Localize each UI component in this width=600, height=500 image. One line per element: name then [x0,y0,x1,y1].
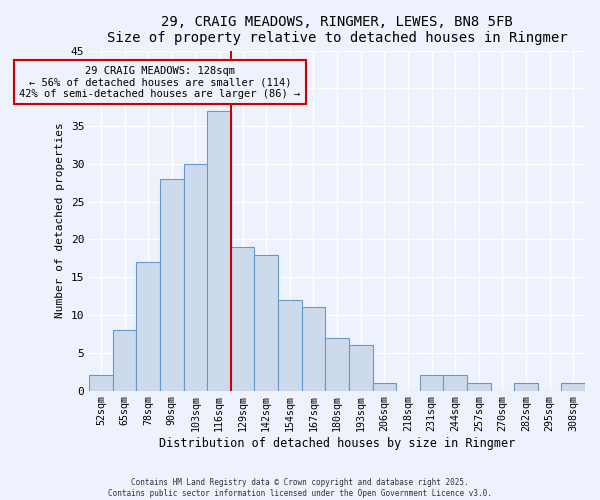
Bar [254,254,278,390]
X-axis label: Distribution of detached houses by size in Ringmer: Distribution of detached houses by size … [159,437,515,450]
Text: Contains HM Land Registry data © Crown copyright and database right 2025.
Contai: Contains HM Land Registry data © Crown c… [108,478,492,498]
Bar [113,330,136,390]
Text: 29 CRAIG MEADOWS: 128sqm
← 56% of detached houses are smaller (114)
42% of semi-: 29 CRAIG MEADOWS: 128sqm ← 56% of detach… [19,66,301,99]
Bar [207,111,231,390]
Title: 29, CRAIG MEADOWS, RINGMER, LEWES, BN8 5FB
Size of property relative to detached: 29, CRAIG MEADOWS, RINGMER, LEWES, BN8 5… [107,15,568,45]
Bar [373,383,396,390]
Bar [136,262,160,390]
Bar [302,308,325,390]
Bar [514,383,538,390]
Bar [562,383,585,390]
Bar [443,376,467,390]
Bar [231,247,254,390]
Bar [420,376,443,390]
Bar [325,338,349,390]
Bar [349,345,373,391]
Bar [278,300,302,390]
Y-axis label: Number of detached properties: Number of detached properties [55,122,65,318]
Bar [467,383,491,390]
Bar [89,376,113,390]
Bar [184,164,207,390]
Bar [160,179,184,390]
